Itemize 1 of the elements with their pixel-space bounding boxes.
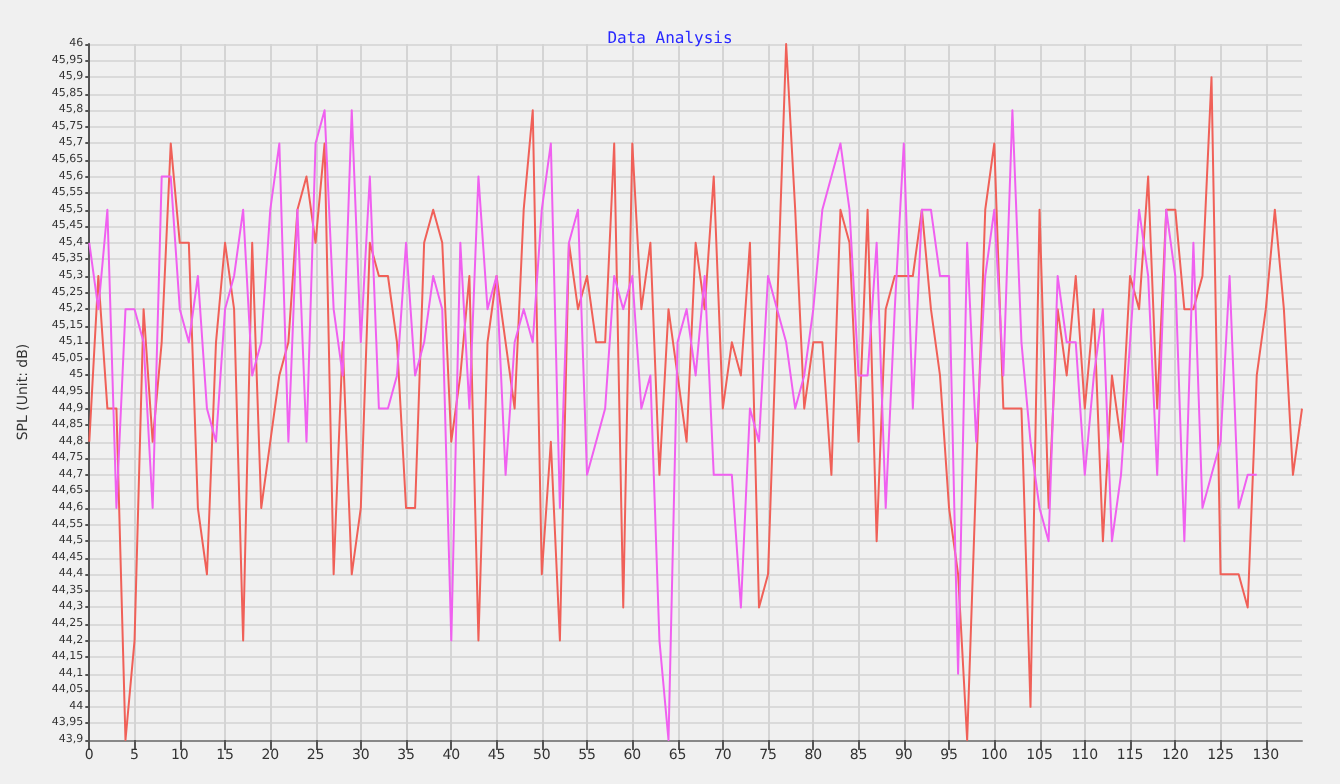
- chart-title: Data Analysis: [607, 29, 733, 47]
